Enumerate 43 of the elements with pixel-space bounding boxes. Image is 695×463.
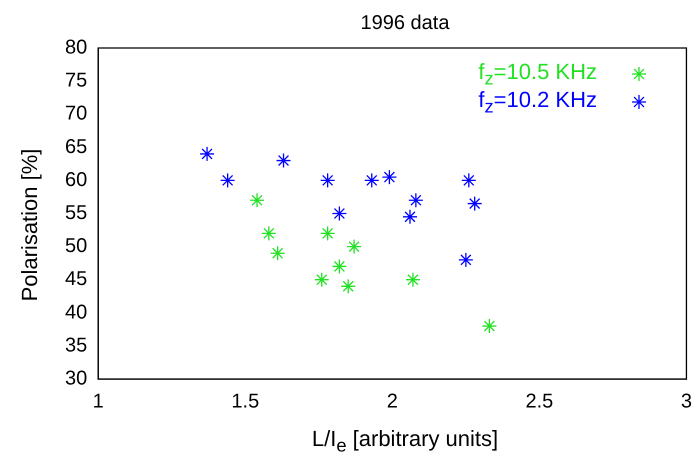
point: [249, 192, 265, 208]
point: [346, 238, 362, 254]
point: [276, 152, 292, 168]
point: [482, 318, 498, 334]
y-tick-label: 40: [64, 301, 88, 324]
point: [364, 172, 380, 188]
legend-label: f$_{z}$=10.5 KHz: [478, 58, 597, 88]
x-tick-label: 3: [680, 390, 692, 413]
point: [220, 172, 236, 188]
y-tick-label: 80: [64, 36, 88, 59]
point: [332, 206, 348, 222]
point: [320, 172, 336, 188]
y-tick-label: 30: [64, 368, 88, 390]
point: [332, 258, 348, 274]
y-tick-label: 70: [64, 102, 88, 125]
y-tick-label: 75: [64, 70, 88, 92]
point: [340, 278, 356, 294]
point: [314, 272, 330, 288]
x-tick-label: 1: [92, 390, 104, 413]
y-tick-label: 50: [64, 235, 88, 258]
point: [261, 226, 276, 242]
x-tick-label: 1.5: [231, 390, 260, 413]
y-tick-label: 55: [64, 202, 88, 224]
legend-label: f$_{z}$=10.2 KHz: [478, 86, 597, 118]
chart-title: 1996 data: [360, 12, 450, 35]
point: [320, 226, 336, 242]
x-tick-label: 2.5: [525, 390, 554, 413]
point: [408, 192, 424, 208]
point: [199, 146, 215, 162]
point: [405, 272, 421, 288]
point: [461, 172, 476, 188]
x-tick-label: 2: [386, 390, 398, 413]
x-axis-title: L/I$_{e}$ [arbitrary units]: [312, 426, 498, 456]
point: [458, 252, 474, 268]
y-axis-title: Polarisation [%]: [17, 148, 43, 302]
y-tick-label: 60: [64, 168, 88, 191]
point: [467, 196, 482, 212]
y-tick-label: 45: [64, 268, 88, 290]
y-tick-label: 35: [64, 334, 88, 356]
y-tick-label: 65: [64, 136, 88, 158]
point: [382, 169, 398, 185]
point: [270, 246, 286, 261]
point: [402, 209, 418, 224]
